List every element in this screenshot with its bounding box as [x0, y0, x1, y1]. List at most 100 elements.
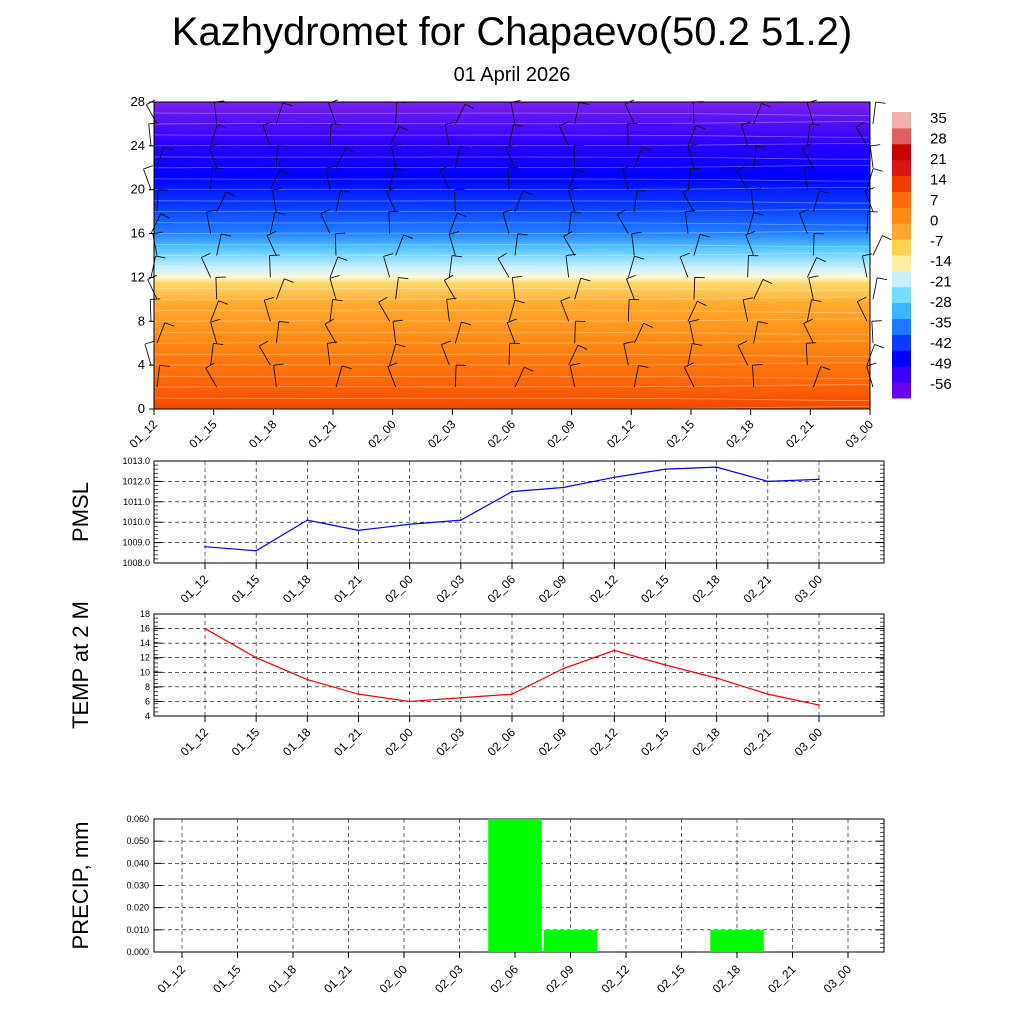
wind-barb [269, 169, 281, 190]
wind-barb-flag [340, 189, 351, 193]
wind-barb-flag [394, 167, 405, 171]
wind-barb-flag [682, 187, 692, 193]
x-tick-label: 01_12 [127, 417, 161, 451]
wind-barb [389, 343, 397, 366]
wind-barb [263, 300, 271, 322]
wind-barb [812, 233, 815, 256]
temp-panel: 4 6 8 10 12 14 16 18 01_12 01_15 01_18 01_21 02_00 02… [68, 601, 885, 759]
wind-barb [148, 123, 152, 146]
x-tick-label: 01_15 [186, 417, 220, 451]
wind-barb-flag [464, 103, 475, 109]
wind-barb-flag [226, 191, 236, 197]
y-tick-label: 0.050 [126, 836, 149, 846]
wind-barb [508, 343, 511, 366]
x-tick-label: 02_15 [638, 572, 672, 606]
colorbar-swatch [892, 207, 911, 224]
wind-barb [444, 124, 450, 146]
wind-barb [514, 233, 519, 256]
colorbar-label: -7 [930, 233, 943, 250]
wind-barb-flag [757, 321, 768, 324]
wind-barb [687, 343, 693, 366]
panel-frame [153, 613, 885, 717]
wind-barb-flag [811, 299, 822, 303]
wind-barb [801, 148, 814, 169]
wind-barb [687, 167, 692, 190]
wind-barb [683, 367, 695, 388]
wind-barb [502, 212, 510, 234]
wind-barb-flag [870, 144, 881, 147]
wind-barb-flag [690, 167, 701, 170]
y-tick-label: 16 [140, 624, 150, 634]
colorbar-swatch [892, 175, 911, 192]
colorbar-swatch [892, 382, 911, 399]
wind-barb [335, 147, 347, 168]
colorbar-swatch [892, 191, 911, 208]
wind-barb-flag [164, 322, 175, 327]
wind-barb [329, 278, 337, 300]
wind-barb [156, 322, 166, 344]
wind-barb [497, 258, 510, 278]
wind-barb [812, 190, 820, 212]
wind-barb [627, 299, 630, 322]
wind-barb [210, 124, 218, 146]
wind-barb [448, 234, 456, 256]
x-tick-label: 02_12 [587, 572, 621, 606]
wind-barb-flag [517, 233, 528, 236]
colorbar-label: 7 [930, 192, 938, 209]
wind-barb [213, 102, 218, 124]
wind-barb [693, 234, 701, 256]
wind-barb-flag [742, 297, 753, 301]
wind-barb-flag [634, 255, 645, 260]
pmsl-axis-title: PMSL [68, 482, 93, 542]
wind-barb-flag [259, 340, 269, 347]
wind-barb [389, 168, 395, 190]
y-tick-label: 1008.0 [122, 558, 150, 568]
pmsl-point [306, 519, 309, 521]
wind-barb-flag [559, 121, 569, 127]
y-tick-label: 0.000 [126, 947, 149, 957]
colorbar-label: -56 [930, 376, 952, 393]
contour-line [153, 112, 888, 116]
wind-barb [861, 255, 868, 278]
wind-barb-flag [809, 123, 820, 126]
colorbar-label: 0 [930, 212, 938, 229]
wind-barb [511, 277, 516, 300]
contour-line [153, 384, 888, 388]
wind-barb-flag [803, 318, 813, 324]
wind-barb [387, 366, 397, 388]
wind-barb [326, 343, 331, 366]
wind-barb-flag [579, 101, 590, 105]
wind-barb-flag [799, 209, 809, 214]
wind-barb-flag [560, 296, 571, 302]
wind-barb-flag [331, 123, 342, 125]
wind-barb [806, 102, 814, 125]
y-tick-label: 14 [140, 638, 150, 648]
wind-barb-flag [445, 121, 456, 125]
wind-barb-flag [278, 320, 289, 324]
wind-barb [448, 255, 453, 278]
wind-barb-flag [820, 365, 831, 371]
x-tick-label: 02_03 [433, 725, 467, 759]
wind-barb-flag [522, 190, 533, 196]
contour-line [153, 230, 888, 234]
wind-barb-flag [874, 344, 885, 349]
wind-barb [741, 124, 749, 146]
wind-barb-flag [623, 341, 634, 345]
colorbar-swatch [892, 318, 911, 335]
wind-barb-flag [816, 257, 826, 263]
y-tick-label: 20 [131, 182, 145, 197]
x-tick-label: 02_21 [740, 725, 774, 759]
x-tick-label: 02_06 [485, 417, 519, 451]
y-tick-label: 12 [131, 269, 145, 284]
wind-barb [329, 123, 332, 146]
wind-barb-flag [699, 233, 710, 238]
chart-title: Kazhydromet for Chapaevo(50.2 51.2) [171, 10, 853, 54]
wind-barb-flag [684, 362, 694, 368]
wind-barb [454, 103, 466, 125]
wind-barb [569, 365, 576, 388]
wind-barb-flag [279, 169, 290, 175]
wind-barb [275, 278, 285, 300]
colorbar-swatch [892, 334, 911, 351]
wind-barb [216, 191, 227, 212]
wind-barb-flag [325, 165, 336, 169]
